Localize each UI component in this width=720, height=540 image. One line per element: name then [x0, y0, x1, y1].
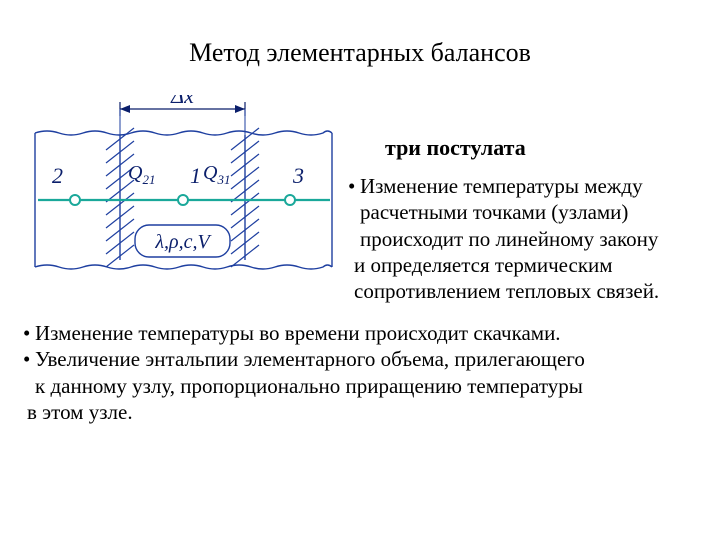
postulate-3-l1: Увеличение энтальпии элементарного объем…: [35, 347, 585, 371]
postulate-1-l5: сопротивлением тепловых связей.: [348, 278, 713, 304]
svg-text:λ,ρ,c,V: λ,ρ,c,V: [154, 231, 212, 253]
postulate-3-l2: к данному узлу, пропорционально приращен…: [23, 373, 703, 399]
postulate-3-l3: в этом узле.: [23, 399, 703, 425]
svg-text:Δx: Δx: [170, 95, 194, 108]
svg-text:Q21: Q21: [128, 162, 155, 187]
svg-text:3: 3: [292, 163, 304, 188]
svg-text:Q31: Q31: [203, 162, 230, 187]
postulates-2-3: •Изменение температуры во времени происх…: [23, 320, 703, 425]
balance-diagram: Δx 2 1 3 Q21 Q31 λ,ρ,c,V: [20, 95, 345, 290]
svg-text:1: 1: [190, 163, 201, 188]
postulates-subtitle: три постулата: [385, 135, 526, 161]
svg-text:2: 2: [52, 163, 63, 188]
postulate-1-l2: расчетными точками (узлами): [348, 199, 713, 225]
postulate-1-l3: происходит по линейному закону: [348, 226, 713, 252]
postulate-1-l1: Изменение температуры между: [360, 174, 643, 198]
page-title: Метод элементарных балансов: [0, 38, 720, 68]
postulate-1-l4: и определяется термическим: [348, 252, 713, 278]
postulate-2: Изменение температуры во времени происхо…: [35, 321, 561, 345]
postulate-1: •Изменение температуры между расчетными …: [348, 173, 713, 304]
